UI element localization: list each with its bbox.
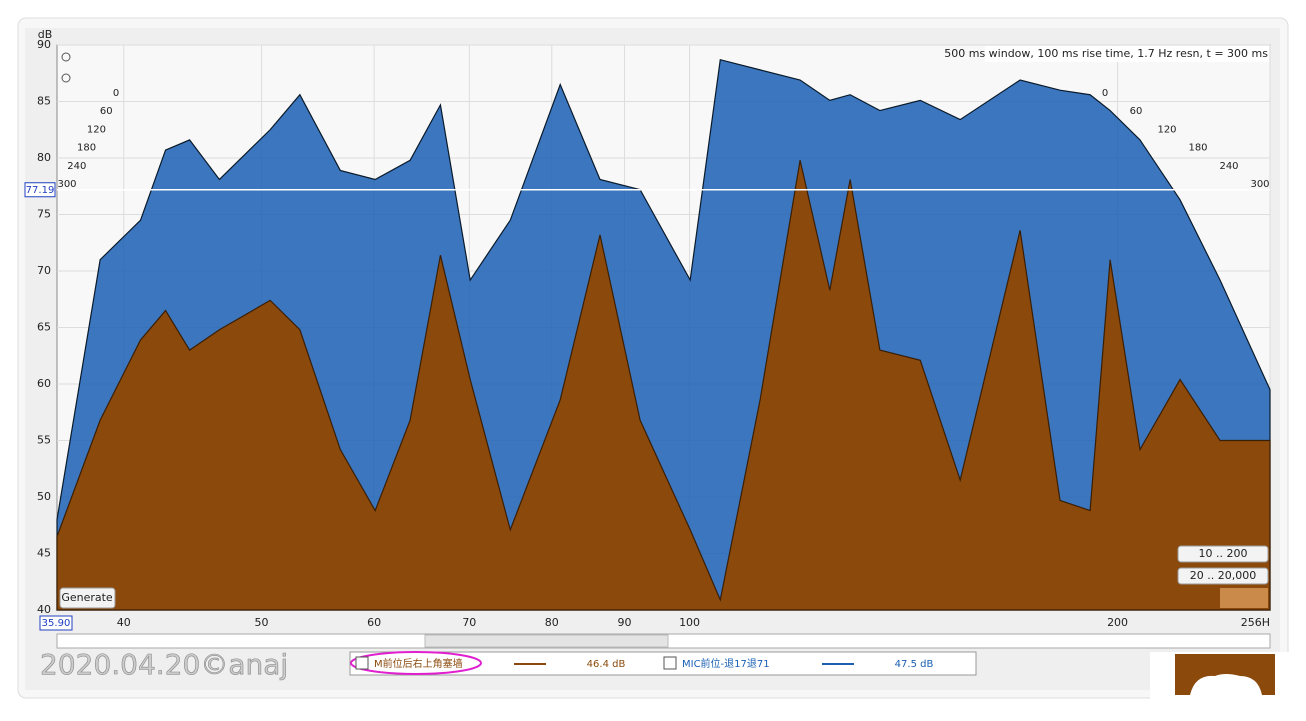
x-tick-label: 70 [462, 616, 476, 629]
time-tick-label: 60 [100, 106, 113, 117]
legend-label: MIC前位-退17退71 [682, 657, 770, 670]
legend-level: 47.5 dB [895, 659, 934, 670]
time-tick-label: 180 [1188, 143, 1207, 154]
front-slice-area [56, 160, 1271, 611]
highlight-ellipse [350, 651, 482, 675]
x-tick-label: 80 [545, 616, 559, 629]
scroll-thumb[interactable] [424, 634, 669, 648]
generate-button[interactable] [59, 587, 116, 609]
legend-level: 46.4 dB [587, 659, 626, 670]
y-tick-label: 65 [37, 321, 51, 334]
y-tick-label: 40 [37, 603, 51, 616]
cursor-y-box [24, 182, 56, 198]
y-tick-label: 55 [37, 434, 51, 447]
x-tick-label: 90 [618, 616, 632, 629]
x-tick-label: 100 [679, 616, 700, 629]
info-box [985, 46, 1269, 62]
range-label: 10 .. 200 [1199, 547, 1248, 560]
y-tick-label: 70 [37, 264, 51, 277]
x-tick-label: 50 [255, 616, 269, 629]
legend-checkbox [663, 656, 677, 670]
time-tick-label: 300 [57, 179, 76, 190]
range-label: 20 .. 20,000 [1190, 569, 1256, 582]
legend-label: M前位后右上角塞墙 [374, 657, 463, 670]
y-tick-label: 75 [37, 208, 51, 221]
zoom-buttons[interactable] [1220, 588, 1268, 608]
cursor-x-label: 35.90 [42, 618, 71, 629]
y-tick-label: 45 [37, 547, 51, 560]
zoom-icons[interactable] [61, 52, 71, 83]
cursor-y-label: 77.19 [26, 185, 55, 196]
range-button[interactable] [1177, 567, 1269, 585]
x-tick-label: 200 [1107, 616, 1128, 629]
x-tick-label: 256H [1241, 616, 1270, 629]
cursor-x-box [39, 615, 73, 631]
y-tick-label: 50 [37, 490, 51, 503]
time-tick-label: 0 [1102, 88, 1108, 99]
time-tick-label: 60 [1130, 106, 1143, 117]
generate-label: Generate [61, 591, 113, 604]
time-tick-label: 180 [77, 143, 96, 154]
time-tick-label: 120 [87, 124, 106, 135]
time-tick-label: 0 [113, 88, 119, 99]
x-tick-label: 60 [367, 616, 381, 629]
y-axis-label: dB [38, 28, 53, 41]
y-tick-label: 85 [37, 95, 51, 108]
info-text: 500 ms window, 100 ms rise time, 1.7 Hz … [944, 47, 1268, 60]
legend [349, 651, 977, 676]
legend-checkbox [355, 656, 369, 670]
x-tick-label: 40 [117, 616, 131, 629]
watermark: 2020.04.20©anaj [40, 648, 288, 681]
time-tick-label: 240 [67, 161, 86, 172]
time-tick-label: 120 [1157, 124, 1176, 135]
time-tick-label: 240 [1219, 161, 1238, 172]
y-tick-label: 80 [37, 151, 51, 164]
time-tick-label: 300 [1250, 179, 1269, 190]
range-button[interactable] [1177, 545, 1269, 563]
y-tick-label: 90 [37, 38, 51, 51]
y-tick-label: 60 [37, 377, 51, 390]
thumbnail-shape [1175, 654, 1275, 695]
